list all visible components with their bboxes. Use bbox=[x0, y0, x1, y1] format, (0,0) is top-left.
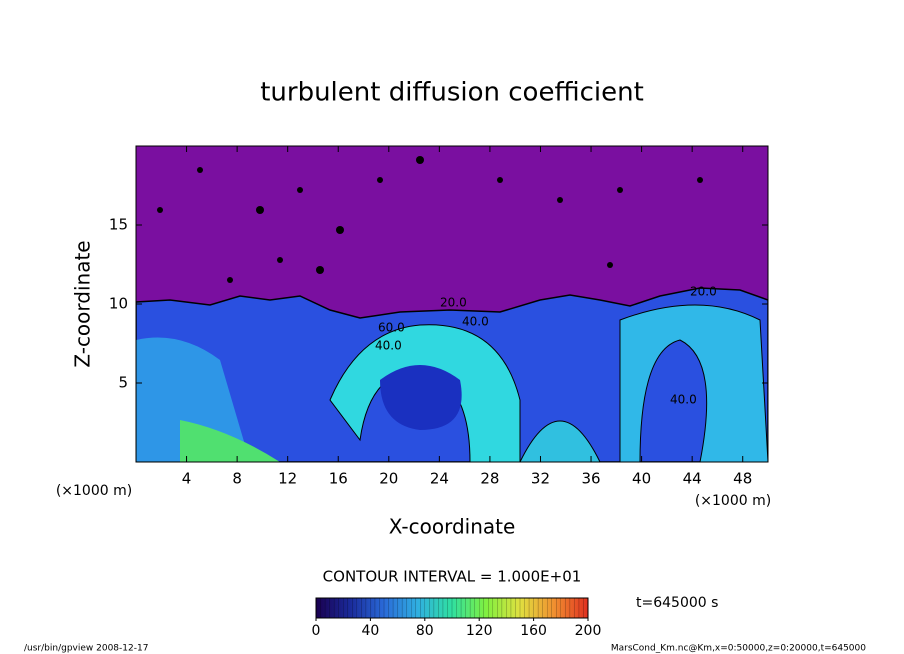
x-tick-label: 32 bbox=[531, 470, 550, 488]
contour-interval: CONTOUR INTERVAL = 1.000E+01 bbox=[323, 568, 582, 586]
x-tick-label: 4 bbox=[182, 470, 192, 488]
colorbar-tick-label: 160 bbox=[520, 623, 547, 639]
x-tick-label: 16 bbox=[329, 470, 348, 488]
footer-left: /usr/bin/gpview 2008-12-17 bbox=[24, 644, 148, 654]
x-tick-label: 40 bbox=[632, 470, 651, 488]
colorbar-tick-label: 80 bbox=[416, 623, 434, 639]
colorbar-tick-label: 0 bbox=[312, 623, 321, 639]
y-axis-unit: (×1000 m) bbox=[56, 483, 132, 499]
x-tick-label: 48 bbox=[733, 470, 752, 488]
x-tick-label: 36 bbox=[581, 470, 600, 488]
colorbar-tick-label: 40 bbox=[361, 623, 379, 639]
x-tick-label: 44 bbox=[683, 470, 702, 488]
contour-label: 60.0 bbox=[378, 321, 405, 335]
y-axis-label: Z-coordinate bbox=[71, 240, 95, 367]
colorbar-tick-label: 200 bbox=[575, 623, 602, 639]
x-tick-label: 8 bbox=[232, 470, 242, 488]
contour-label: 40.0 bbox=[670, 393, 697, 407]
footer-right: MarsCond_Km.nc@Km,x=0:50000,z=0:20000,t=… bbox=[611, 644, 866, 654]
x-tick-label: 28 bbox=[480, 470, 499, 488]
x-tick-label: 20 bbox=[379, 470, 398, 488]
chart-title: turbulent diffusion coefficient bbox=[260, 78, 644, 108]
contour-label: 40.0 bbox=[462, 315, 489, 329]
x-axis-label: X-coordinate bbox=[389, 515, 516, 539]
y-tick-label: 10 bbox=[109, 295, 128, 313]
contour-label: 20.0 bbox=[690, 285, 717, 299]
x-tick-label: 12 bbox=[278, 470, 297, 488]
y-tick-label: 15 bbox=[109, 216, 128, 234]
contour-label: 40.0 bbox=[375, 339, 402, 353]
contour-label: 20.0 bbox=[440, 296, 467, 310]
y-tick-label: 5 bbox=[118, 374, 128, 392]
x-axis-unit: (×1000 m) bbox=[695, 493, 771, 509]
time-label: t=645000 s bbox=[636, 595, 718, 611]
colorbar-tick-label: 120 bbox=[466, 623, 493, 639]
x-tick-label: 24 bbox=[430, 470, 449, 488]
contour-field bbox=[136, 146, 768, 462]
